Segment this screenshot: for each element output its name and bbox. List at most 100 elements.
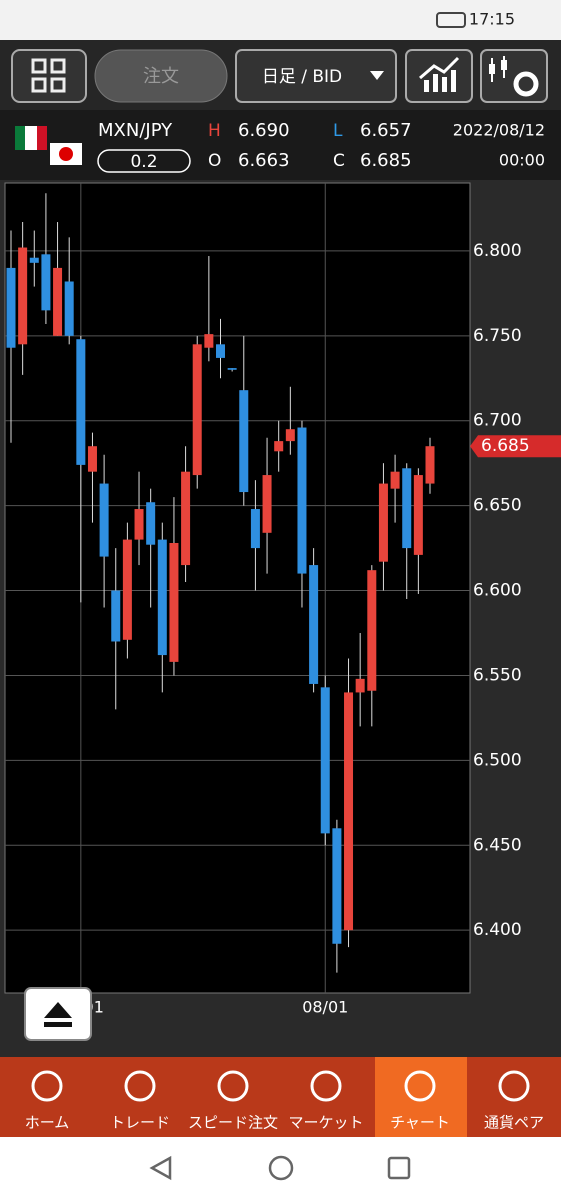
nav-icon[interactable]: [31, 1070, 63, 1102]
y-tick-label: 6.800: [473, 241, 522, 261]
candle-body: [250, 509, 260, 549]
eject-icon: [44, 1002, 72, 1018]
candle-body: [285, 429, 295, 442]
candle-body: [274, 441, 284, 452]
nav-label[interactable]: スピード注文: [188, 1114, 278, 1132]
timeframe-select[interactable]: [235, 49, 397, 103]
candle-body: [18, 247, 28, 345]
flag-mx-red: [37, 126, 47, 150]
candle-body: [216, 344, 225, 358]
nav-icon[interactable]: [498, 1070, 530, 1102]
high-value: 6.690: [238, 120, 290, 141]
close-value: 6.685: [360, 150, 412, 171]
candle-body: [367, 570, 377, 691]
close-label: C: [333, 151, 345, 171]
high-label: H: [208, 121, 221, 141]
menu-button[interactable]: [11, 49, 87, 103]
order-button[interactable]: [94, 49, 228, 103]
quote-time: 00:00: [499, 151, 545, 170]
candle-body: [111, 590, 121, 642]
plot-area: [4, 182, 471, 994]
nav-icon[interactable]: [310, 1070, 342, 1102]
spread: 0.2: [130, 152, 157, 172]
candle-body: [64, 281, 74, 336]
y-tick-label: 6.450: [473, 835, 522, 855]
candle-body: [297, 427, 307, 574]
open-value: 6.663: [238, 150, 290, 171]
candle-body: [29, 257, 39, 263]
candle-body: [413, 475, 423, 555]
spread-box: [97, 149, 191, 173]
candle-body: [134, 509, 144, 540]
candle-body: [41, 254, 51, 311]
candle-body: [192, 344, 202, 476]
pair: MXN/JPY: [98, 120, 173, 141]
quote-date: 2022/08/12: [453, 121, 545, 140]
open-label: O: [208, 151, 221, 171]
nav-label[interactable]: トレード: [110, 1114, 170, 1132]
candle-body: [378, 483, 388, 562]
y-tick-label: 6.600: [473, 581, 522, 601]
nav-icon[interactable]: [124, 1070, 156, 1102]
home-button[interactable]: [268, 1155, 294, 1181]
nav-label[interactable]: ホーム: [25, 1114, 70, 1132]
last-price-label: 6.685: [481, 436, 530, 456]
candle-body: [309, 565, 319, 684]
candle-body: [262, 475, 272, 533]
battery-icon: [436, 12, 466, 28]
candle-body: [402, 468, 412, 549]
nav-items: ホーム トレード スピード注文 マーケット チャート 通貨ペア: [25, 1070, 544, 1132]
y-tick-label: 6.500: [473, 750, 522, 770]
bottom-nav: [0, 1057, 561, 1137]
candle-body: [181, 471, 191, 566]
candle-body: [344, 692, 354, 931]
indicator-button[interactable]: [405, 49, 473, 103]
candle-body: [99, 483, 109, 557]
dropdown-arrow: [370, 71, 384, 80]
nav-active: [375, 1057, 467, 1137]
candle-body: [425, 446, 435, 484]
nav-icon[interactable]: [404, 1070, 436, 1102]
candle-body: [227, 368, 237, 370]
y-tick-label: 6.400: [473, 920, 522, 940]
recents-button[interactable]: [387, 1156, 411, 1180]
settings-icon: [489, 56, 539, 97]
system-nav: [0, 1137, 561, 1200]
candle-body: [146, 502, 156, 545]
candle-body: [169, 543, 179, 662]
chart: 6.400 6.450 6.500 6.550 6.600 6.650 6.700 6.750…: [5, 183, 522, 1017]
nav-label[interactable]: チャート: [390, 1114, 450, 1132]
candle-body: [122, 539, 132, 640]
candle-body: [53, 267, 63, 336]
y-tick-label: 6.550: [473, 665, 522, 685]
candle-body: [320, 687, 330, 834]
x-tick-label: 08/01: [302, 998, 348, 1017]
quote-bar: [0, 110, 561, 180]
candle-body: [76, 339, 86, 465]
candle-body: [6, 267, 16, 348]
candle-body: [204, 334, 214, 348]
candle-body: [390, 471, 400, 489]
y-tick-label: 6.700: [473, 411, 522, 431]
order-label: 注文: [143, 66, 179, 87]
settings-button[interactable]: [480, 49, 548, 103]
low-value: 6.657: [360, 120, 412, 141]
flag-mx-green: [15, 126, 25, 150]
indicator-icon: [419, 56, 460, 92]
eject-bar: [44, 1022, 72, 1027]
y-tick-label: 6.750: [473, 326, 522, 346]
candle-body: [355, 678, 365, 693]
last-price-tag: [470, 435, 561, 458]
low-label: L: [333, 121, 343, 141]
candle-body: [239, 390, 249, 493]
nav-label[interactable]: 通貨ペア: [484, 1114, 544, 1132]
status-bar: [0, 0, 561, 40]
status-time: 17:15: [469, 10, 515, 29]
nav-label[interactable]: マーケット: [288, 1114, 363, 1132]
back-button[interactable]: [149, 1155, 172, 1181]
flag-jp-sun: [59, 147, 73, 161]
timeframe-label: 日足 / BID: [262, 67, 342, 87]
nav-icon[interactable]: [217, 1070, 249, 1102]
